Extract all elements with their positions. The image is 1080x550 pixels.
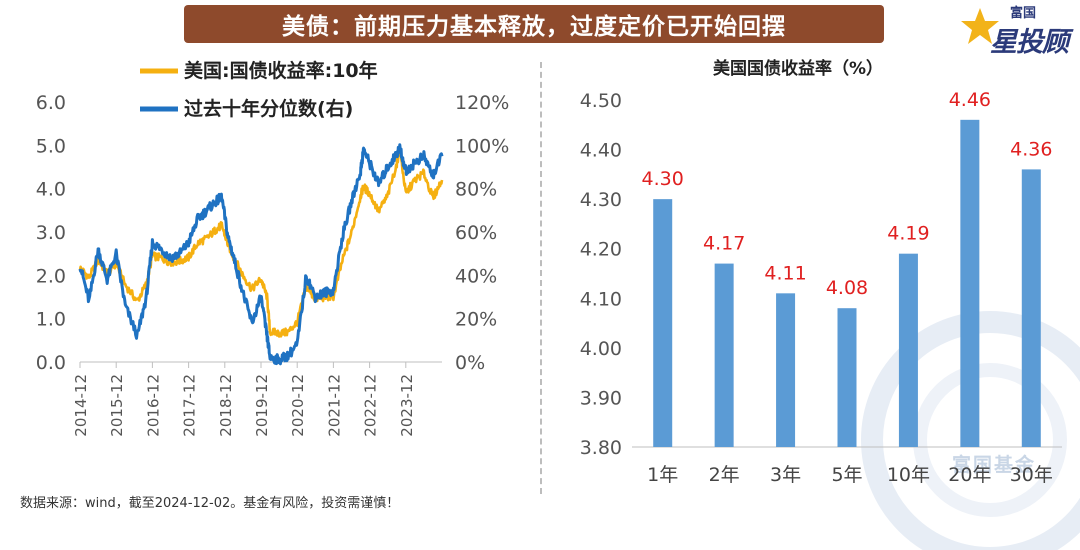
right-tick-label: 0%	[455, 352, 485, 374]
right-tick-label: 20%	[455, 309, 497, 331]
bar-data-labels: 4.30 4.17 4.11 4.08 4.19 4.46 4.36	[642, 89, 1053, 299]
bar-y-tick-label: 3.90	[580, 387, 622, 409]
bar-data-label: 4.30	[642, 168, 684, 190]
legend-label: 美国:国债收益率:10年	[184, 59, 378, 82]
bar-y-tick-label: 4.00	[580, 338, 622, 360]
star-logo-icon	[961, 8, 999, 44]
bar	[776, 293, 796, 447]
right-tick-label: 60%	[455, 222, 497, 244]
x-tick-label: 2022-12	[362, 374, 380, 437]
x-tick-label: 2014-12	[72, 374, 90, 437]
left-tick-label: 6.0	[36, 92, 66, 114]
x-tick-label: 2021-12	[325, 374, 343, 437]
bar-y-tick-label: 4.30	[580, 189, 622, 211]
bar-category-label: 30年	[1010, 464, 1053, 486]
right-axis-ticks: 0% 20% 40% 60% 80% 100% 120%	[455, 92, 509, 374]
bar-data-label: 4.19	[887, 223, 929, 245]
left-tick-label: 3.0	[36, 222, 66, 244]
line-chart: 0.0 1.0 2.0 3.0 4.0 5.0 6.0 0% 20% 40% 60% 80% 100%…	[36, 59, 510, 437]
watermark-text: 富国基金	[952, 454, 1037, 476]
left-tick-label: 4.0	[36, 179, 66, 201]
bar-category-label: 3年	[770, 464, 801, 486]
x-tick-label: 2016-12	[144, 374, 162, 437]
bar-data-label: 4.46	[949, 89, 991, 111]
bar-category-label: 10年	[887, 464, 930, 486]
brand-name: 星投顾	[990, 27, 1069, 58]
x-tick-label: 2023-12	[398, 374, 416, 437]
bar	[837, 308, 857, 447]
brand-top-text: 富国	[1010, 6, 1037, 21]
right-tick-label: 100%	[455, 135, 509, 157]
x-tick-label: 2020-12	[289, 374, 307, 437]
watermark-circle-icon	[861, 311, 1080, 550]
bar-chart: 美国国债收益率（%） 3.80 3.90 4.00 4.10 4.20 4.30 4.40 4…	[580, 58, 1062, 486]
bar-data-label: 4.08	[826, 277, 868, 299]
bar	[898, 253, 918, 447]
right-tick-label: 120%	[455, 92, 509, 114]
line-series	[78, 143, 444, 366]
yield-series-line	[78, 146, 444, 338]
bar	[653, 199, 673, 447]
x-tick-label: 2015-12	[108, 374, 126, 437]
page-title: 美债：前期压力基本释放，过度定价已开始回摆	[184, 5, 884, 43]
bar-data-label: 4.11	[764, 262, 806, 284]
bars	[653, 119, 1041, 447]
x-tick-label: 2018-12	[217, 374, 235, 437]
bar-data-label: 4.17	[703, 233, 745, 255]
bar-y-tick-label: 4.50	[580, 90, 622, 112]
left-axis-ticks: 0.0 1.0 2.0 3.0 4.0 5.0 6.0	[36, 92, 66, 374]
bar-y-axis-ticks: 3.80 3.90 4.00 4.10 4.20 4.30 4.40 4.50	[580, 90, 622, 459]
bar-category-label: 1年	[647, 464, 678, 486]
percentile-series-line	[78, 143, 444, 366]
bar-category-label: 5年	[831, 464, 862, 486]
chart-divider	[540, 62, 542, 494]
bar	[1021, 169, 1041, 447]
bar-chart-title: 美国国债收益率（%）	[713, 58, 883, 79]
left-tick-label: 0.0	[36, 352, 66, 374]
bar-y-tick-label: 4.20	[580, 239, 622, 261]
source-note: 数据来源：wind，截至2024-12-02。基金有风险，投资需谨慎！	[20, 496, 400, 511]
bar-y-tick-label: 3.80	[580, 437, 622, 459]
bar-data-label: 4.36	[1010, 138, 1052, 160]
right-tick-label: 40%	[455, 265, 497, 287]
legend-label: 过去十年分位数(右)	[184, 97, 353, 120]
x-axis-ticks: 2014-12 2015-12 2016-12 2017-12 2018-12 2019-…	[72, 362, 416, 437]
bar-category-label: 20年	[948, 464, 991, 486]
right-tick-label: 80%	[455, 179, 497, 201]
x-tick-label: 2017-12	[181, 374, 199, 437]
bar	[960, 119, 980, 447]
left-tick-label: 2.0	[36, 265, 66, 287]
bar-x-axis-ticks: 1年 2年 3年 5年 10年 20年 30年	[647, 464, 1053, 486]
bar	[714, 263, 734, 447]
left-tick-label: 1.0	[36, 309, 66, 331]
bar-y-tick-label: 4.40	[580, 140, 622, 162]
left-tick-label: 5.0	[36, 135, 66, 157]
bar-y-tick-label: 4.10	[580, 288, 622, 310]
bar-category-label: 2年	[709, 464, 740, 486]
x-tick-label: 2019-12	[253, 374, 271, 437]
